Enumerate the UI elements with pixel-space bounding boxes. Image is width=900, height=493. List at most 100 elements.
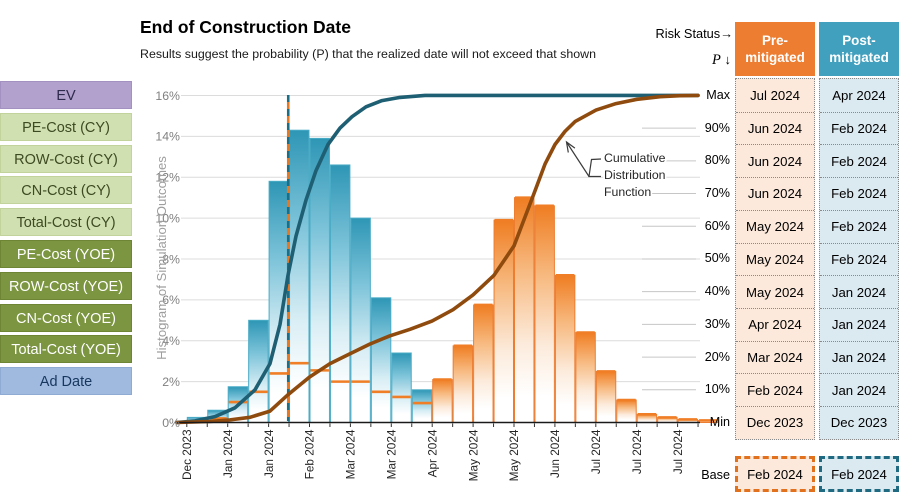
table-cell-post-90: Feb 2024 bbox=[820, 111, 898, 145]
pre-mitigated-header: Pre-mitigated bbox=[735, 22, 815, 76]
table-cell-post-min: Dec 2023 bbox=[820, 406, 898, 439]
histogram-bar-post-mitigated bbox=[227, 386, 249, 424]
table-cell-post-max: Apr 2024 bbox=[832, 87, 886, 103]
table-cell-post-50: Feb 2024 bbox=[820, 242, 898, 276]
sidebar-item-cn-cost-cy-[interactable]: CN-Cost (CY) bbox=[0, 176, 132, 205]
histogram-bar-pre-mitigated bbox=[616, 399, 637, 423]
down-arrow-icon: ↓ bbox=[724, 52, 732, 67]
y-tick-label: 14% bbox=[155, 130, 180, 144]
p-axis-label-60: 60% bbox=[704, 218, 730, 233]
y-tick-label: 0% bbox=[162, 416, 180, 430]
x-tick-label: Apr 2024 bbox=[425, 429, 439, 477]
y-tick-label: 4% bbox=[162, 334, 180, 348]
table-cell-pre-30: Apr 2024 bbox=[736, 307, 814, 341]
annotation-arrowhead-icon bbox=[565, 140, 576, 153]
histogram-bar-post-mitigated bbox=[534, 419, 555, 424]
histogram-bar-post-mitigated bbox=[554, 419, 576, 423]
table-cell-post-10: Jan 2024 bbox=[820, 373, 898, 406]
histogram-bar-post-mitigated bbox=[411, 389, 433, 423]
table-cell-post-80: Feb 2024 bbox=[820, 144, 898, 177]
p-axis-label-20: 20% bbox=[704, 349, 730, 364]
table-cell-pre-40: May 2024 bbox=[736, 275, 814, 308]
x-tick-label: Jan 2024 bbox=[262, 429, 276, 478]
histogram-bar-post-mitigated bbox=[391, 352, 412, 423]
table-cell-pre-80: Jun 2024 bbox=[736, 144, 814, 177]
table-cell-pre-10: Feb 2024 bbox=[736, 373, 814, 406]
histogram-bar-pre-mitigated bbox=[493, 219, 514, 423]
y-axis-title: Histogram of Simulation Outcomes bbox=[154, 156, 169, 360]
post-mitigated-cdf bbox=[175, 93, 700, 425]
histogram-bar-post-mitigated bbox=[186, 416, 208, 424]
table-cell-pre-70: Jun 2024 bbox=[736, 177, 814, 210]
histogram-bar-post-mitigated bbox=[452, 409, 474, 423]
histogram-bar-pre-mitigated bbox=[595, 370, 617, 423]
histogram-bar-post-mitigated bbox=[329, 164, 351, 423]
post-mitigated-header: Post-mitigated bbox=[819, 22, 899, 76]
histogram-bar-post-mitigated bbox=[575, 420, 596, 424]
page-subtitle: Results suggest the probability (P) that… bbox=[140, 47, 596, 61]
sidebar-item-ev[interactable]: EV bbox=[0, 81, 132, 109]
histogram-bar-pre-mitigated bbox=[514, 197, 535, 423]
histogram-bar-post-mitigated bbox=[432, 401, 453, 423]
histogram-bar-pre-mitigated bbox=[575, 332, 596, 423]
sidebar-item-cn-cost-yoe-[interactable]: CN-Cost (YOE) bbox=[0, 303, 132, 332]
histogram-bar-post-mitigated bbox=[595, 420, 617, 423]
table-cell-pre-60: May 2024 bbox=[736, 209, 814, 243]
page-title: End of Construction Date bbox=[140, 17, 351, 37]
x-tick-label: May 2024 bbox=[507, 429, 521, 481]
post-mitigated-column: Apr 2024 Feb 2024 Feb 2024 Feb 2024 Feb 2024… bbox=[819, 78, 899, 440]
x-tick-label: Mar 2024 bbox=[385, 429, 399, 479]
sidebar-item-pe-cost-yoe-[interactable]: PE-Cost (YOE) bbox=[0, 240, 132, 268]
sidebar-item-row-cost-yoe-[interactable]: ROW-Cost (YOE) bbox=[0, 271, 132, 300]
y-tick-label: 12% bbox=[155, 171, 180, 185]
pre-mitigated-cdf bbox=[175, 93, 700, 425]
histogram-bar-post-mitigated bbox=[370, 297, 392, 424]
x-tick-label: May 2024 bbox=[466, 429, 480, 481]
p-axis-label-min: Min bbox=[709, 415, 730, 429]
table-cell-pre-90: Jun 2024 bbox=[736, 111, 814, 145]
histogram-bar-post-mitigated bbox=[350, 217, 371, 423]
p-axis-label-10: 10% bbox=[704, 382, 730, 397]
sidebar-item-pe-cost-cy-[interactable]: PE-Cost (CY) bbox=[0, 112, 132, 141]
base-pre-mitigated-value: Feb 2024 bbox=[735, 456, 815, 492]
p-axis-label-70: 70% bbox=[704, 186, 730, 201]
histogram-bar-post-mitigated bbox=[514, 418, 535, 423]
table-cell-pre-min: Dec 2023 bbox=[736, 406, 814, 439]
table-cell-post-40: Jan 2024 bbox=[820, 275, 898, 308]
histogram-bar-pre-mitigated bbox=[554, 274, 576, 423]
x-tick-label: Jun 2024 bbox=[548, 429, 562, 478]
p-symbol: P bbox=[712, 52, 721, 68]
histogram-bar-pre-mitigated bbox=[452, 345, 474, 424]
histogram-bar-post-mitigated bbox=[616, 420, 637, 423]
histogram-bar-post-mitigated bbox=[289, 129, 310, 423]
histogram-bar-post-mitigated bbox=[207, 409, 228, 423]
histogram-bar-post-mitigated bbox=[309, 137, 330, 423]
pre-mitigated-column: Jul 2024 Jun 2024 Jun 2024 Jun 2024 May 2024… bbox=[735, 78, 815, 440]
y-tick-label: 2% bbox=[162, 375, 180, 389]
x-tick-label: Feb 2024 bbox=[303, 429, 317, 479]
sidebar-item-total-cost-yoe-[interactable]: Total-Cost (YOE) bbox=[0, 335, 132, 364]
histogram-bar-post-mitigated bbox=[248, 319, 269, 423]
sidebar-item-row-cost-cy-[interactable]: ROW-Cost (CY) bbox=[0, 144, 132, 173]
p-axis-label-90: 90% bbox=[704, 120, 730, 135]
table-cell-post-30: Jan 2024 bbox=[820, 307, 898, 341]
x-tick-label: Mar 2024 bbox=[344, 429, 358, 479]
histogram-bar-pre-mitigated bbox=[432, 379, 453, 423]
sidebar-item-total-cost-cy-[interactable]: Total-Cost (CY) bbox=[0, 208, 132, 237]
histogram-bar-post-mitigated bbox=[473, 416, 494, 424]
p-axis-header: P ↓ bbox=[640, 52, 731, 69]
p-axis-label-50: 50% bbox=[704, 251, 730, 266]
y-tick-label: 8% bbox=[162, 252, 180, 266]
p-axis-label-max: Max bbox=[706, 87, 730, 102]
annotation-connector bbox=[588, 158, 602, 178]
sidebar-item-ad-date[interactable]: Ad Date bbox=[0, 367, 132, 396]
table-cell-pre-50: May 2024 bbox=[736, 242, 814, 276]
table-cell-pre-20: Mar 2024 bbox=[736, 340, 814, 374]
histogram-bar-post-mitigated bbox=[493, 417, 514, 423]
histogram-bar-post-mitigated bbox=[268, 180, 290, 423]
risk-status-label: Risk Status→ bbox=[655, 26, 733, 41]
p-axis-label-30: 30% bbox=[704, 316, 730, 331]
x-tick-label: Dec 2023 bbox=[180, 429, 194, 480]
table-cell-pre-max: Jul 2024 bbox=[750, 87, 800, 103]
